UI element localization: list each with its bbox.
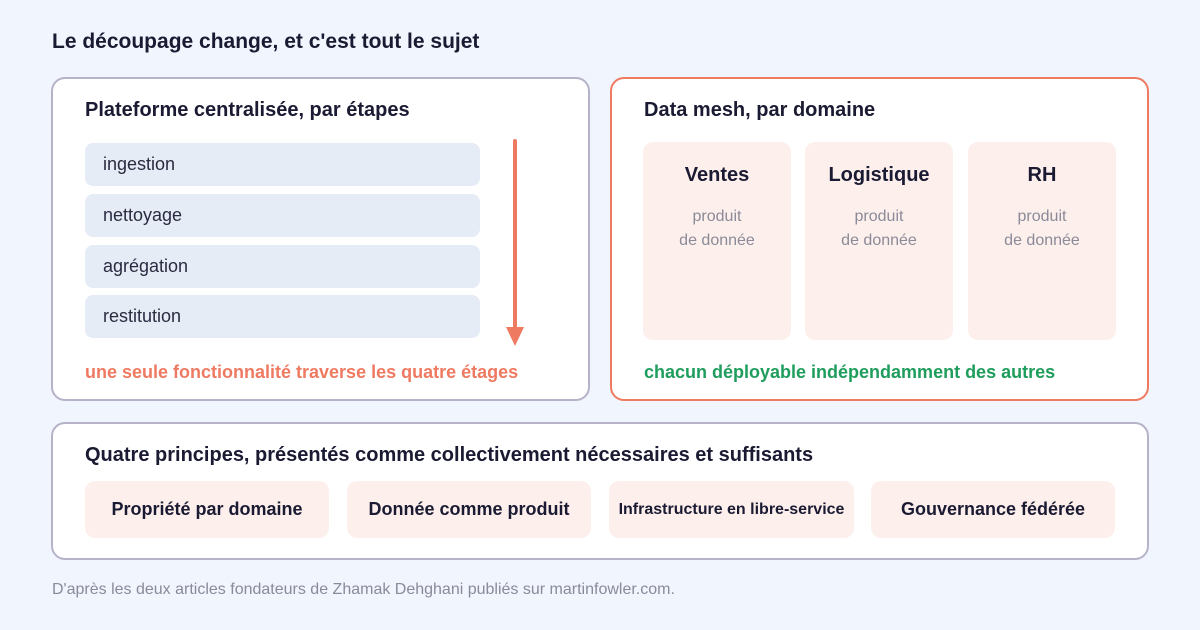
domain-name: Ventes (684, 164, 750, 186)
page-title: Le découpage change, et c'est tout le su… (52, 30, 480, 53)
domain-desc-line: de donnée (1004, 232, 1080, 249)
centralized-note: une seule fonctionnalité traverse les qu… (85, 362, 519, 382)
down-arrow-icon (506, 139, 524, 346)
principles-title: Quatre principes, présentés comme collec… (85, 444, 814, 466)
principles-panel: Quatre principes, présentés comme collec… (51, 422, 1149, 560)
data-mesh-panel: Data mesh, par domaine Ventes produit de… (610, 77, 1149, 401)
centralized-platform-title: Plateforme centralisée, par étapes (85, 99, 410, 121)
stage-agregation: agrégation (85, 245, 480, 288)
principle-domain-ownership: Propriété par domaine (85, 481, 329, 538)
domain-description: produit de donnée (968, 205, 1116, 253)
stage-restitution: restitution (85, 295, 480, 338)
domain-desc-line: de donnée (679, 232, 755, 249)
domain-desc-line: produit (1017, 208, 1067, 225)
domain-name: RH (1027, 164, 1057, 186)
data-mesh-note: chacun déployable indépendamment des aut… (644, 362, 1056, 382)
principle-federated-governance: Gouvernance fédérée (871, 481, 1115, 538)
domain-description: produit de donnée (643, 205, 791, 253)
source-footnote: D'après les deux articles fondateurs de … (52, 581, 675, 598)
domain-desc-line: produit (854, 208, 904, 225)
domain-desc-line: de donnée (841, 232, 917, 249)
domain-card-rh: RH produit de donnée (968, 142, 1116, 340)
principle-self-serve-infrastructure: Infrastructure en libre-service (609, 481, 854, 538)
centralized-platform-panel: Plateforme centralisée, par étapes inges… (51, 77, 590, 401)
domain-card-ventes: Ventes produit de donnée (643, 142, 791, 340)
domain-card-logistique: Logistique produit de donnée (805, 142, 953, 340)
stage-nettoyage: nettoyage (85, 194, 480, 237)
domain-description: produit de donnée (805, 205, 953, 253)
stage-ingestion: ingestion (85, 143, 480, 186)
data-mesh-title: Data mesh, par domaine (644, 99, 876, 121)
principle-data-as-product: Donnée comme produit (347, 481, 591, 538)
domain-desc-line: produit (692, 208, 742, 225)
domain-name: Logistique (828, 164, 930, 186)
